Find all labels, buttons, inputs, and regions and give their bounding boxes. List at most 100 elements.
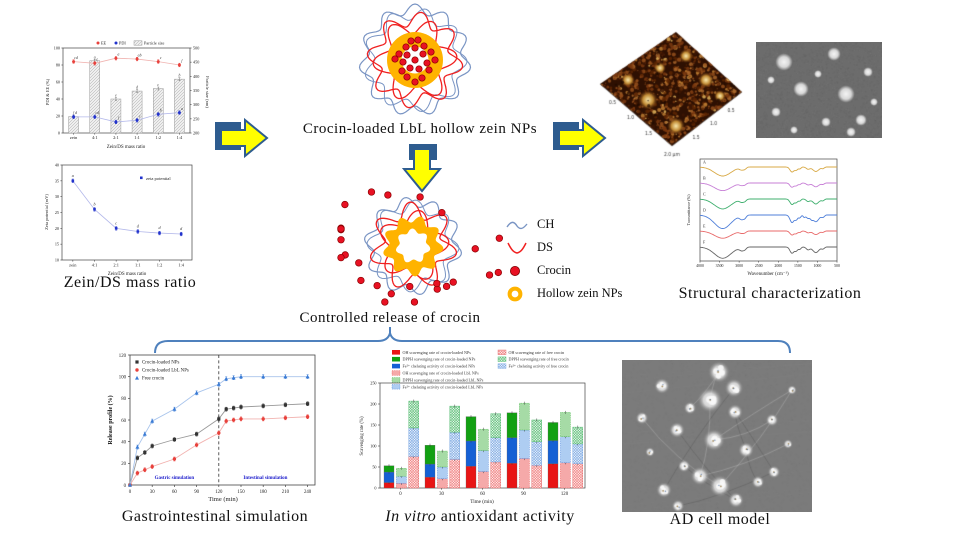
svg-text:350: 350 [193,88,199,93]
svg-text:200: 200 [370,402,376,407]
svg-text:250: 250 [370,381,376,386]
np-legend-label: Crocin [537,263,572,277]
gastro-caption: Gastrointestinal simulation [121,508,309,525]
svg-text:1:2: 1:2 [155,135,161,140]
svg-text:Zein/DS mass ratio: Zein/DS mass ratio [107,145,146,150]
svg-text:C: C [703,192,706,197]
svg-text:120: 120 [561,492,569,497]
svg-text:40: 40 [121,440,126,445]
svg-text:D: D [703,208,706,213]
svg-text:ab: ab [138,53,142,57]
np-released-illustration [337,188,503,306]
svg-text:d: d [75,111,77,115]
structural-caption: Structural characterization [678,285,862,302]
svg-text:PDI: PDI [119,41,126,46]
svg-text:Intestinal simulation: Intestinal simulation [243,476,287,481]
afm-image [588,28,750,160]
svg-text:20: 20 [121,462,126,467]
svg-text:120: 120 [215,490,223,495]
svg-text:1:1: 1:1 [135,263,141,268]
svg-text:150: 150 [237,490,245,495]
zein-ds-caption: Zein/DS mass ratio [63,274,197,291]
svg-text:300: 300 [193,102,199,107]
np-legend-item-crocin: Crocin [505,259,622,282]
svg-text:DPPH scavenging rate of crocin: DPPH scavenging rate of crocin-loaded Lb… [403,377,484,382]
svg-text:cd: cd [95,111,99,115]
invitro-caption-italic: In vitro [385,508,437,525]
svg-text:1:1: 1:1 [134,135,140,140]
svg-text:OH scavenging rate of free cro: OH scavenging rate of free crocin [509,350,565,355]
svg-text:d: d [136,86,138,90]
svg-text:e: e [96,58,98,62]
svg-text:b: b [93,201,95,206]
svg-text:500: 500 [193,46,199,51]
svg-text:a: a [72,173,74,178]
pdi-ee-particle-size-chart: 0 20 40 60 80 100 200 250 300 350 400 450 500 zein 4:1… [45,40,210,150]
svg-text:120: 120 [119,354,127,359]
np-legend-label: CH [537,217,555,231]
np-legend-item-ds: DS [505,236,622,259]
np-legend-label: DS [537,240,553,254]
svg-text:400: 400 [193,74,199,79]
svg-text:Time (min): Time (min) [208,496,238,503]
svg-text:80: 80 [56,63,60,68]
ch-icon [506,221,528,229]
svg-text:250: 250 [193,116,199,121]
svg-text:4:1: 4:1 [92,135,98,140]
svg-text:2:1: 2:1 [113,135,119,140]
svg-text:F: F [703,240,706,245]
svg-text:0: 0 [374,486,376,491]
svg-text:Gastric simulation: Gastric simulation [155,476,195,481]
svg-text:1000: 1000 [814,264,822,268]
ds-icon [507,242,527,254]
svg-text:b: b [160,109,162,113]
svg-text:40: 40 [55,163,59,168]
svg-text:a: a [94,55,96,59]
svg-text:30: 30 [55,194,59,199]
svg-text:0: 0 [124,484,127,489]
svg-text:OH scavenging rate of crocin-l: OH scavenging rate of crocin-loaded LbL … [403,371,480,376]
svg-text:Free crocin: Free crocin [142,377,165,382]
np-legend-label: Hollow zein NPs [537,286,623,300]
svg-text:Fe²⁺ chelating activity of cro: Fe²⁺ chelating activity of crocin-loaded… [403,364,476,369]
release-profile-chart: 0 20 40 60 80 100 120 0 30 60 90 120 150 180 210 240 Cro… [107,354,316,503]
svg-text:c: c [157,83,159,87]
svg-text:zein: zein [69,263,77,268]
svg-text:e: e [115,94,117,98]
antioxidant-chart: 0 50 100 150 200 250 0 30 60 90 120 OH scavenging r… [360,350,586,505]
svg-text:80: 80 [121,397,126,402]
svg-text:f: f [118,116,120,120]
svg-text:40: 40 [56,97,60,102]
invitro-caption-rest: antioxidant activity [436,508,575,525]
brace-connector [154,327,791,354]
np-legend-item-hollow-zein: Hollow zein NPs [505,282,622,305]
np-legend: CH DS Crocin Hollow zein NPs [505,213,622,305]
svg-text:3000: 3000 [735,264,743,268]
svg-text:2500: 2500 [755,264,763,268]
svg-text:cd: cd [74,56,78,60]
svg-text:Particle size: Particle size [144,41,164,46]
svg-text:150: 150 [370,423,376,428]
svg-text:15: 15 [55,242,59,247]
svg-text:Fe²⁺ chelating activity of cro: Fe²⁺ chelating activity of crocin-loaded… [403,384,484,389]
svg-text:1:4: 1:4 [178,263,184,268]
svg-text:100: 100 [54,46,60,51]
svg-text:100: 100 [370,444,376,449]
svg-text:Time (min): Time (min) [470,498,494,505]
svg-text:Fe²⁺ chelating activity of fre: Fe²⁺ chelating activity of free crocin [509,364,569,369]
svg-text:Transmittance (%): Transmittance (%) [686,194,691,226]
svg-text:10: 10 [55,258,59,263]
svg-text:0: 0 [58,131,60,136]
invitro-caption: In vitro antioxidant activity [370,508,590,526]
svg-text:0: 0 [129,490,132,495]
svg-text:500: 500 [834,264,840,268]
svg-text:100: 100 [119,375,127,380]
svg-text:0: 0 [399,492,402,497]
svg-text:4:1: 4:1 [92,263,98,268]
svg-text:zein: zein [70,135,78,140]
svg-text:1:2: 1:2 [157,263,163,268]
svg-text:4000: 4000 [696,264,704,268]
svg-text:d: d [180,226,183,231]
svg-text:Particle size (nm): Particle size (nm) [205,76,210,108]
